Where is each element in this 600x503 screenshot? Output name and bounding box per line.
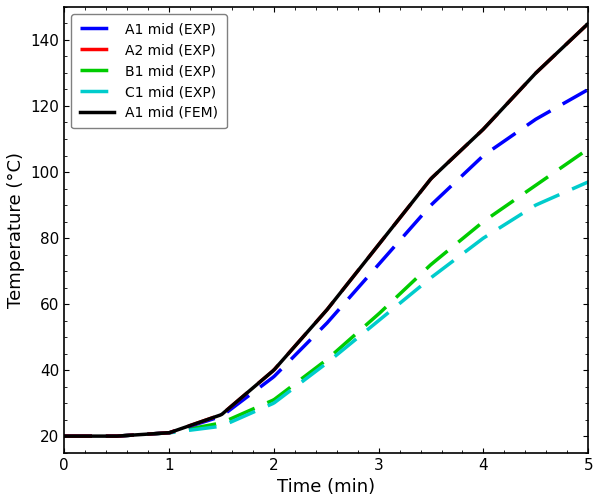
X-axis label: Time (min): Time (min)	[277, 478, 376, 496]
C1 mid (EXP)	[382, 312, 389, 318]
A2 mid (EXP)	[536, 67, 543, 73]
B1 mid (EXP)	[373, 313, 380, 319]
Line: A1 mid (FEM): A1 mid (FEM)	[64, 24, 588, 436]
A1 mid (EXP)	[373, 264, 380, 270]
B1 mid (EXP)	[371, 315, 378, 321]
A1 mid (FEM)	[61, 433, 68, 439]
A1 mid (FEM)	[536, 67, 543, 73]
Line: C1 mid (EXP): C1 mid (EXP)	[64, 182, 588, 436]
C1 mid (EXP)	[373, 319, 380, 325]
Line: A1 mid (EXP): A1 mid (EXP)	[64, 90, 588, 436]
A1 mid (EXP)	[502, 137, 509, 143]
B1 mid (EXP)	[61, 433, 68, 439]
A2 mid (EXP)	[61, 433, 68, 439]
Line: B1 mid (EXP): B1 mid (EXP)	[64, 149, 588, 436]
A1 mid (EXP)	[371, 266, 378, 272]
A2 mid (EXP)	[382, 234, 389, 240]
A1 mid (EXP)	[382, 255, 389, 261]
C1 mid (EXP)	[62, 433, 70, 439]
C1 mid (EXP)	[61, 433, 68, 439]
C1 mid (EXP)	[584, 179, 592, 185]
C1 mid (EXP)	[371, 321, 378, 327]
Line: A2 mid (EXP): A2 mid (EXP)	[64, 24, 588, 436]
A1 mid (FEM)	[502, 102, 509, 108]
B1 mid (EXP)	[584, 146, 592, 152]
A1 mid (FEM)	[371, 247, 378, 253]
A2 mid (EXP)	[502, 102, 509, 108]
A2 mid (EXP)	[584, 21, 592, 27]
B1 mid (EXP)	[62, 433, 70, 439]
B1 mid (EXP)	[502, 203, 509, 209]
A2 mid (EXP)	[373, 245, 380, 251]
A1 mid (FEM)	[373, 245, 380, 251]
Legend: A1 mid (EXP), A2 mid (EXP), B1 mid (EXP), C1 mid (EXP), A1 mid (FEM): A1 mid (EXP), A2 mid (EXP), B1 mid (EXP)…	[71, 14, 227, 128]
A1 mid (EXP)	[61, 433, 68, 439]
A1 mid (EXP)	[584, 87, 592, 93]
A1 mid (FEM)	[62, 433, 70, 439]
B1 mid (EXP)	[536, 180, 543, 186]
A1 mid (FEM)	[584, 21, 592, 27]
A2 mid (EXP)	[371, 247, 378, 253]
A1 mid (EXP)	[536, 114, 543, 120]
C1 mid (EXP)	[536, 201, 543, 207]
A1 mid (FEM)	[382, 234, 389, 240]
B1 mid (EXP)	[382, 305, 389, 311]
C1 mid (EXP)	[502, 221, 509, 227]
A2 mid (EXP)	[62, 433, 70, 439]
A1 mid (EXP)	[62, 433, 70, 439]
Y-axis label: Temperature (°C): Temperature (°C)	[7, 152, 25, 308]
